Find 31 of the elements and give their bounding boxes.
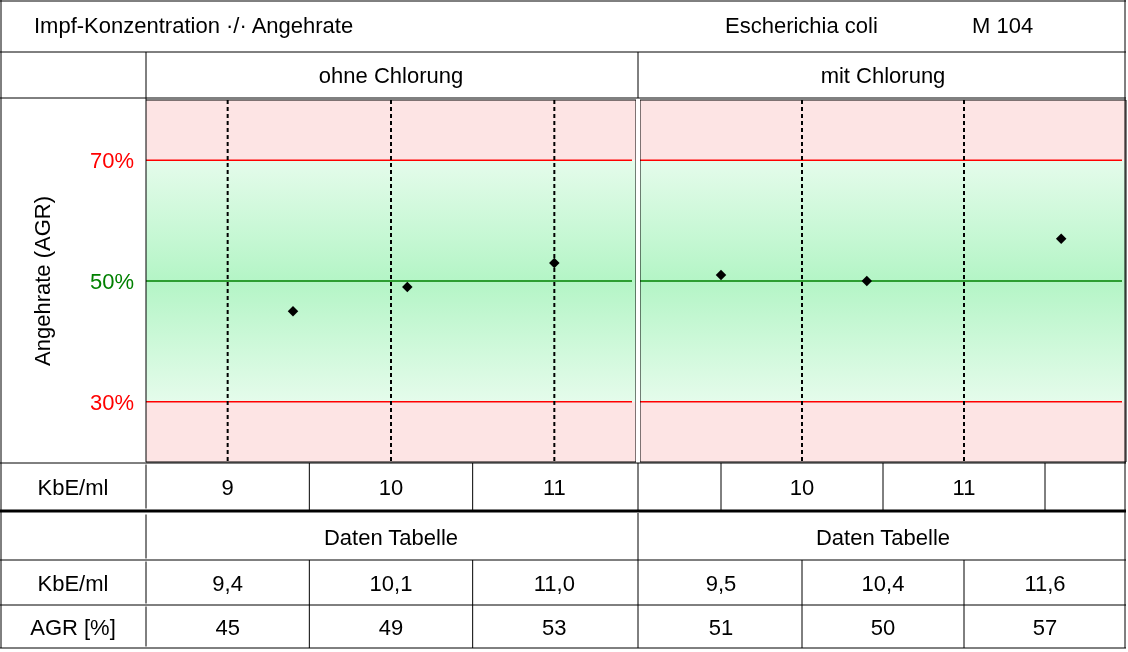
text: 53 [542, 614, 567, 640]
text: 11,6 [1024, 570, 1066, 596]
text: Escherichia coli [725, 13, 878, 38]
y-tick-label: 30% [89, 389, 134, 415]
text: Daten Tabelle [815, 524, 951, 550]
text: AGR [%] [30, 614, 116, 640]
x-tick-label: 10 [789, 474, 815, 500]
text: 9,5 [705, 570, 737, 596]
x-tick-label: 11 [952, 474, 976, 500]
x-tick-label: 11 [542, 474, 566, 500]
text: 51 [708, 614, 734, 640]
text: 57 [1032, 614, 1058, 640]
text: 50 [870, 614, 896, 640]
chart-title: ohne Chlorung [318, 63, 464, 88]
y-tick-label: 70% [89, 148, 134, 174]
text: Impf-Konzentration ·/· Angehrate [34, 13, 354, 38]
text: 9,4 [212, 570, 243, 596]
text: 10,4 [861, 570, 905, 596]
text: M 104 [972, 13, 1034, 38]
y-axis-title: Angehrate (AGR) [30, 196, 55, 366]
text: 49 [378, 614, 404, 640]
y-tick-label: 50% [89, 269, 134, 294]
chart-title: mit Chlorung [820, 63, 946, 88]
text: Daten Tabelle [323, 524, 459, 550]
x-tick-label: 9 [221, 474, 234, 500]
x-tick-label: 10 [378, 474, 404, 500]
text: 10,1 [369, 570, 413, 596]
text: 11,0 [533, 570, 575, 596]
text: 45 [215, 614, 240, 640]
x-axis-title: KbE/ml [37, 474, 109, 500]
text: KbE/ml [37, 570, 109, 596]
